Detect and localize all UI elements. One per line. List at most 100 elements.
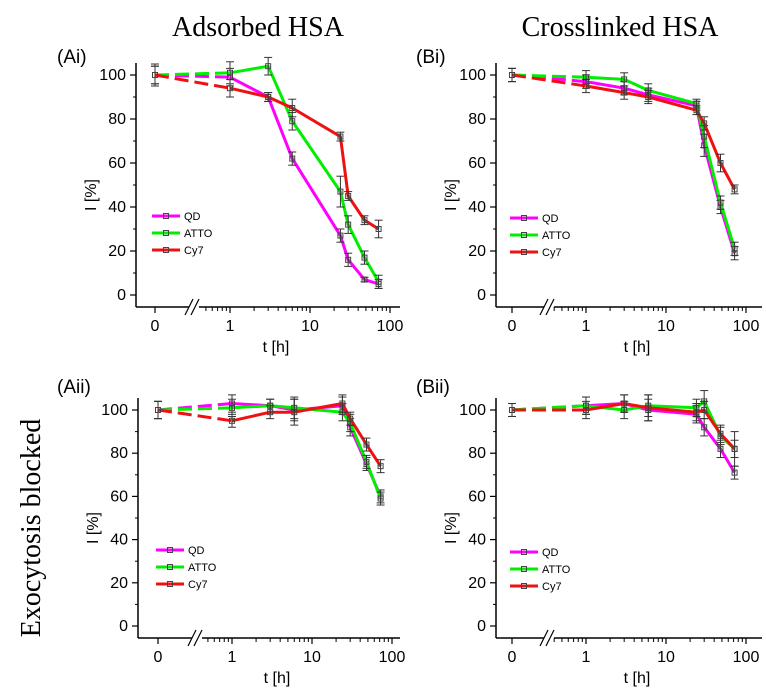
data-point-cy7 [693,409,700,416]
legend-label-cy7: Cy7 [542,581,562,593]
chart-panel-3: (Bii) 0 20 40 60 80 100 0 1 10 100 t [h] I [%] QD ATTO… [416,377,762,687]
data-point-atto [361,254,368,261]
x-tick-label: 100 [733,318,760,335]
legend-label-atto: ATTO [542,230,571,242]
x-tick-label: 10 [301,318,319,335]
data-point-cy7 [265,94,272,100]
data-point-cy7 [731,186,738,193]
legend-marker-qd [521,215,527,221]
data-point-atto [731,245,738,252]
data-point-cy7 [361,217,368,224]
data-point-cy7 [645,404,652,411]
y-tick-label: 0 [477,287,486,304]
y-tick-label: 0 [477,618,486,635]
panel-label: (Ai) [57,47,87,68]
y-tick-label: 60 [468,488,486,505]
x-tick-label: 0 [508,649,517,666]
data-point-qd [701,424,708,431]
y-tick-label: 80 [468,445,486,462]
data-point-cy7 [291,409,298,416]
x-axis-title: t [h] [263,339,290,356]
y-tick-label: 60 [468,155,486,172]
y-axis-title: I [%] [443,179,460,211]
axis-break-mark [193,629,203,647]
y-tick-label: 20 [110,575,128,592]
data-point-cy7 [152,72,158,78]
axis-break-mark [187,629,197,647]
data-point-cy7 [267,409,274,416]
legend-marker-cy7 [521,249,527,255]
data-point-atto [377,495,384,502]
data-point-cy7 [345,193,352,199]
y-axis-title: I [%] [83,179,100,211]
legend-marker-qd [167,547,173,553]
data-point-cy7 [155,407,161,413]
series-line-cy7 [231,402,382,468]
data-point-atto [265,63,272,70]
x-tick-label: 0 [151,318,160,335]
data-point-atto [289,118,296,125]
y-tick-label: 40 [110,532,128,549]
x-tick-label: 1 [582,649,591,666]
legend-label-qd: QD [542,547,559,559]
chart-panel-0: (Ai) 0 20 40 60 80 100 0 1 10 100 t [h] I [%] QD ATTO C… [57,47,403,356]
series-line-qd [585,402,736,474]
y-axis-title: I [%] [85,512,102,544]
data-point-cy7 [701,120,708,127]
data-point-cy7 [509,72,515,78]
column-title-adsorbed: Adsorbed HSA [172,12,345,43]
y-tick-label: 80 [110,445,128,462]
legend-label-qd: QD [542,213,559,225]
series-break-segment-cy7 [157,408,233,423]
series-break-segment-atto [157,406,233,412]
legend-marker-qd [521,549,527,555]
legend-marker-atto [521,232,527,238]
data-point-cy7 [363,441,370,448]
data-point-qd [337,232,344,239]
data-point-cy7 [289,105,296,111]
data-point-cy7 [731,445,738,452]
y-tick-label: 100 [459,402,486,419]
data-point-qd [717,445,724,452]
x-tick-label: 10 [303,649,321,666]
legend-label-atto: ATTO [542,564,571,576]
axis-break-mark [190,298,200,316]
x-tick-label: 0 [154,649,163,666]
y-tick-label: 100 [99,67,126,84]
series-line-atto [229,64,380,283]
data-point-cy7 [229,417,235,424]
data-point-cy7 [693,107,700,114]
y-tick-label: 0 [117,287,126,304]
legend-marker-atto [167,564,173,570]
x-tick-label: 1 [582,318,591,335]
y-tick-label: 20 [468,575,486,592]
legend-label-cy7: Cy7 [184,245,204,257]
axis-break-mark [545,298,555,316]
legend-label-atto: ATTO [184,228,213,240]
data-point-cy7 [717,160,724,166]
x-axis-title: t [h] [624,670,651,687]
data-point-cy7 [583,83,589,89]
legend-label-atto: ATTO [188,562,217,574]
y-tick-label: 80 [468,111,486,128]
data-point-atto [621,76,628,83]
data-point-atto [717,199,724,206]
data-point-cy7 [621,400,628,407]
series-break-segment-cy7 [154,73,231,90]
legend-label-cy7: Cy7 [188,579,208,591]
panel-label: (Bii) [416,377,450,398]
series-line-atto [231,404,383,500]
x-tick-label: 100 [379,649,406,666]
series-line-qd [229,75,380,286]
data-point-qd [731,469,738,476]
data-point-cy7 [375,226,382,232]
legend-marker-qd [163,213,169,219]
data-point-cy7 [621,89,628,96]
legend-marker-atto [163,230,169,236]
y-tick-label: 40 [108,199,126,216]
data-point-atto [229,404,235,411]
axis-break-mark [184,298,194,316]
x-tick-label: 100 [377,318,404,335]
data-point-atto [701,133,708,140]
